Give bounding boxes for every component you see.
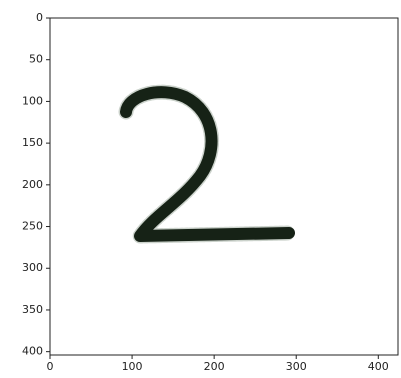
y-tick-label: 200 [22,178,43,191]
x-tick-label: 200 [204,360,225,373]
x-tick-label: 0 [47,360,54,373]
plot-area [50,18,398,355]
y-tick-label: 150 [22,136,43,149]
y-tick-label: 0 [36,11,43,24]
y-tick-label: 350 [22,303,43,316]
x-tick-label: 300 [286,360,307,373]
x-tick-label: 100 [122,360,143,373]
y-tick-label: 50 [29,53,43,66]
y-tick-label: 250 [22,220,43,233]
y-tick-label: 100 [22,94,43,107]
page: 0100200300400050100150200250300350400 ((… [0,0,401,378]
y-tick-label: 400 [22,345,43,358]
chart: 0 100 200 300 400 0 50 100 150 200 250 300 350 400 [0,0,401,378]
x-tick-label: 400 [368,360,389,373]
y-tick-label: 300 [22,261,43,274]
